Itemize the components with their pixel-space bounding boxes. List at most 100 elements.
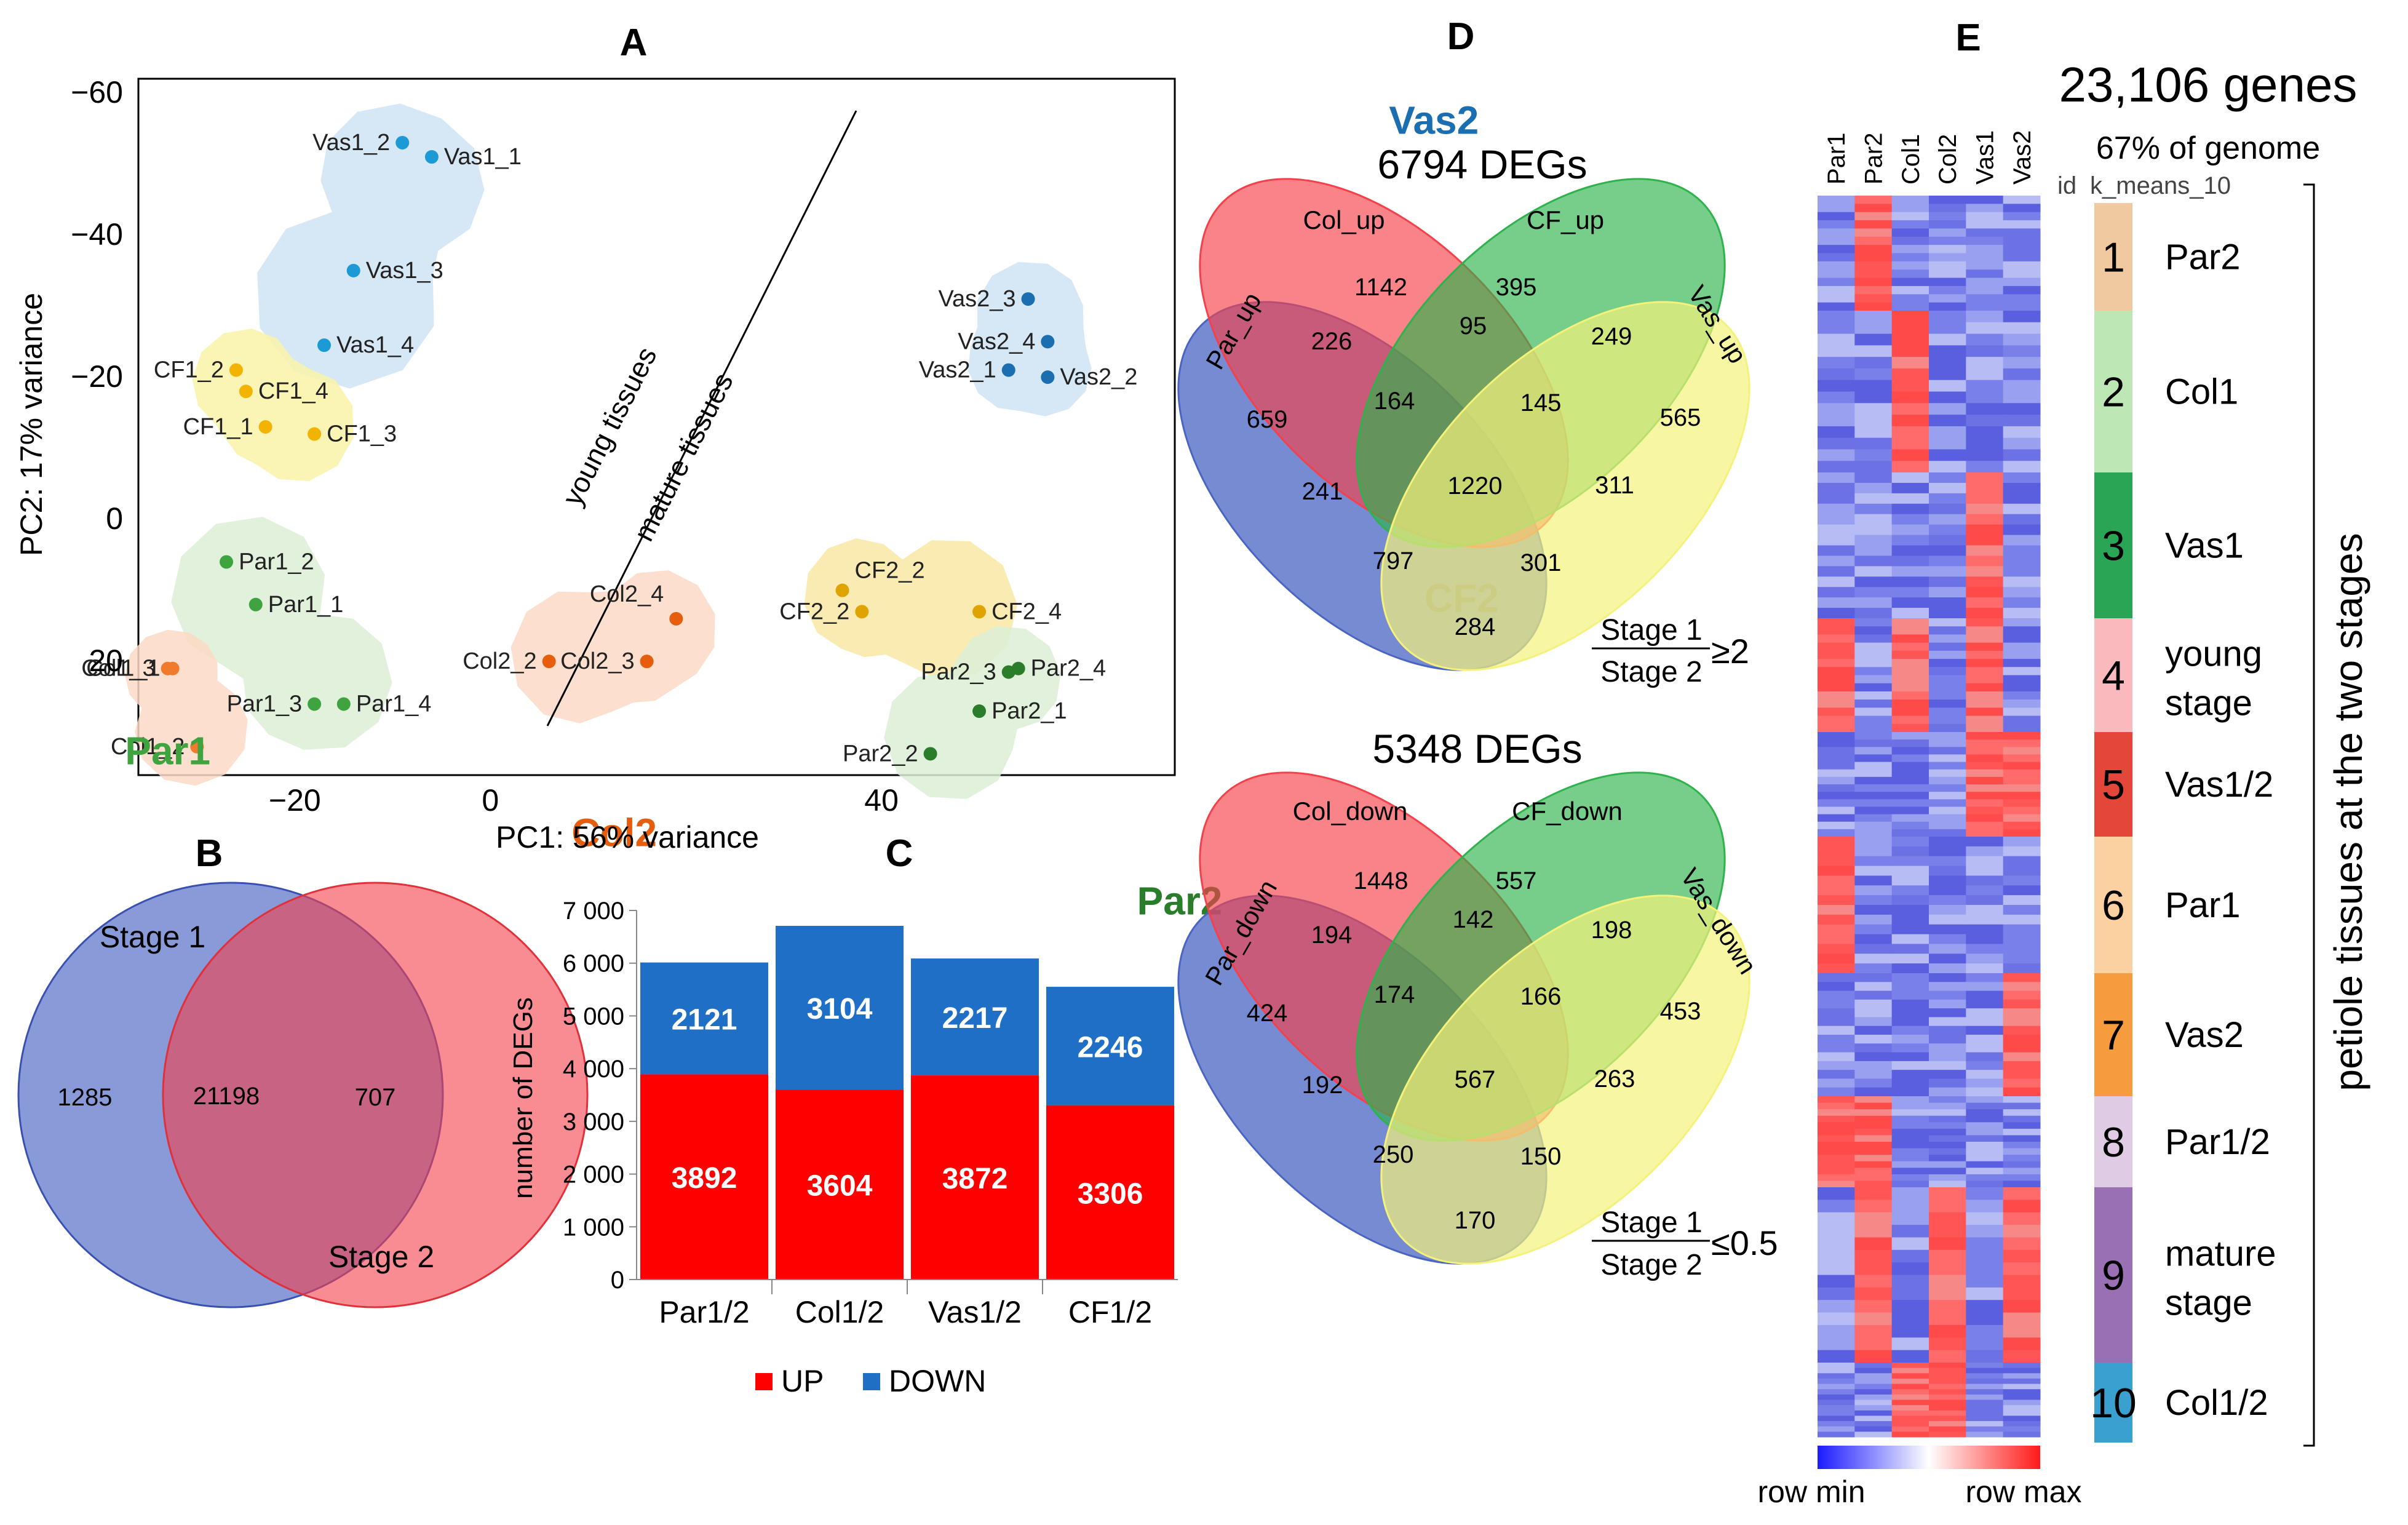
- heatmap-cell: [1966, 253, 2004, 262]
- heatmap-cell: [1966, 944, 2004, 954]
- heatmap-cell: [1929, 1262, 1966, 1275]
- heatmap-cell: [1854, 345, 1893, 357]
- heatmap-cell: [1929, 1225, 1966, 1238]
- heatmap-cell: [1818, 1035, 1855, 1044]
- venn-stage1-label: Stage 1: [100, 920, 205, 954]
- heatmap-cell: [1966, 707, 2004, 717]
- cluster-bracket: [2303, 183, 2315, 1447]
- heatmap-cell: [1854, 1135, 1893, 1142]
- heatmap-cell: [1929, 449, 1966, 461]
- heatmap-cell: [1929, 245, 1966, 253]
- heatmap-cell: [1854, 1070, 1893, 1079]
- heatmap-cell: [1929, 1035, 1966, 1044]
- heatmap-cell: [1854, 1142, 1893, 1149]
- heatmap-cell: [1966, 1200, 2004, 1213]
- heatmap-cell: [2003, 1025, 2041, 1035]
- venn-venn-down-region-par_vas: 170: [1455, 1207, 1496, 1234]
- heatmap-cell: [1966, 754, 2004, 763]
- pca-x-ticks: −20 0 40: [269, 783, 899, 818]
- group-name-vas2: Vas2: [1389, 98, 1479, 143]
- heatmap-cell: [2003, 493, 2041, 504]
- heatmap-cell: [1929, 875, 1966, 886]
- heatmap-cell: [1854, 1078, 1893, 1088]
- cluster-id-5: 5: [2102, 762, 2125, 808]
- heatmap-cell: [1818, 333, 1855, 346]
- heatmap-cell: [1818, 1384, 1855, 1390]
- heatmap-cell: [1891, 1142, 1929, 1149]
- heatmap-cell: [1854, 691, 1893, 700]
- heatmap-cluster-4: [1818, 618, 2041, 733]
- heatmap-cell: [1891, 1043, 1929, 1053]
- heatmap-cell: [1818, 357, 1855, 369]
- heatmap-cell: [1818, 618, 1855, 627]
- heatmap-cell: [1854, 285, 1893, 295]
- heatmap-column-vas2: Vas2: [2009, 130, 2036, 185]
- heatmap-cell: [1966, 1148, 2004, 1155]
- hull-vas2: [968, 262, 1092, 416]
- heatmap-cell: [1818, 1300, 1855, 1313]
- heatmap-cell: [1854, 837, 1893, 847]
- heatmap-cell: [1966, 999, 2004, 1009]
- heatmap-cell: [1854, 1400, 1893, 1406]
- bar-up-vas1-2: [911, 1075, 1039, 1280]
- venn-both-count: 21198: [193, 1083, 260, 1110]
- heatmap-cell: [1818, 1324, 1855, 1338]
- heatmap-cell: [2003, 322, 2041, 335]
- heatmap-cell: [1854, 829, 1893, 837]
- heatmap-cell: [1854, 322, 1893, 335]
- heatmap-cell: [1891, 739, 1929, 747]
- heatmap-cell: [2003, 535, 2041, 546]
- heatmap-cell: [1929, 963, 1966, 974]
- heatmap-cell: [1818, 196, 1855, 204]
- venn-venn-down-region-par_only: 424: [1247, 1000, 1288, 1027]
- heatmap-cell: [1929, 426, 1966, 439]
- heatmap-cell: [1854, 846, 1893, 857]
- heatmap-cell: [1966, 982, 2004, 992]
- heatmap-cell: [1929, 634, 1966, 643]
- bar-ytick-4: 4 000: [563, 1056, 624, 1083]
- point-cf1-2-0: [229, 363, 243, 377]
- heatmap-cell: [1891, 846, 1929, 857]
- heatmap-cell: [1891, 944, 1929, 954]
- heatmap-cell: [1818, 963, 1855, 974]
- heatmap-cell: [1966, 1025, 2004, 1035]
- point-label-vas1-2-0: Vas1_2: [312, 130, 390, 156]
- heatmap-cell: [2003, 895, 2041, 906]
- heatmap-cell: [1929, 1148, 1966, 1155]
- venn-venn-up-region-vas_only: 565: [1660, 404, 1701, 431]
- point-par1-1-1: [248, 597, 263, 611]
- heatmap-cell: [2003, 461, 2041, 473]
- heatmap-cell: [2003, 799, 2041, 807]
- heatmap-cell: [1966, 1225, 2004, 1238]
- heatmap-cell: [1818, 856, 1855, 867]
- heatmap-cell: [1818, 322, 1855, 335]
- heatmap-cell: [1818, 1052, 1855, 1062]
- heatmap-cell: [1929, 514, 1966, 525]
- heatmap-cell: [1891, 1337, 1929, 1351]
- heatmap-cell: [1966, 204, 2004, 213]
- heatmap-cell: [1966, 403, 2004, 415]
- heatmap-cell: [1854, 1225, 1893, 1238]
- heatmap-cell: [2003, 1115, 2041, 1123]
- heatmap-cell: [1818, 1262, 1855, 1275]
- heatmap-cell: [2003, 642, 2041, 651]
- heatmap-cell: [1818, 1070, 1855, 1079]
- heatmap-cell: [1818, 1405, 1855, 1411]
- heatmap-cell: [1891, 228, 1929, 237]
- heatmap-cell: [1929, 999, 1966, 1009]
- heatmap-cell: [2003, 1017, 2041, 1027]
- heatmap-cell: [1818, 776, 1855, 785]
- heatmap-cell: [1891, 1096, 1929, 1104]
- heatmap-cell: [1818, 380, 1855, 392]
- heatmap-cell: [1966, 699, 2004, 708]
- heatmap-cell: [1818, 1181, 1855, 1188]
- hull-cf2: [804, 538, 1018, 680]
- heatmap-cell: [1891, 1249, 1929, 1263]
- point-label-cf2-4-2: CF2_4: [991, 599, 1062, 624]
- heatmap-cell: [1818, 403, 1855, 415]
- heatmap-cell: [1854, 982, 1893, 992]
- heatmap-cell: [2003, 587, 2041, 598]
- heatmap-cell: [1929, 1275, 1966, 1288]
- heatmap-cell: [1891, 1300, 1929, 1313]
